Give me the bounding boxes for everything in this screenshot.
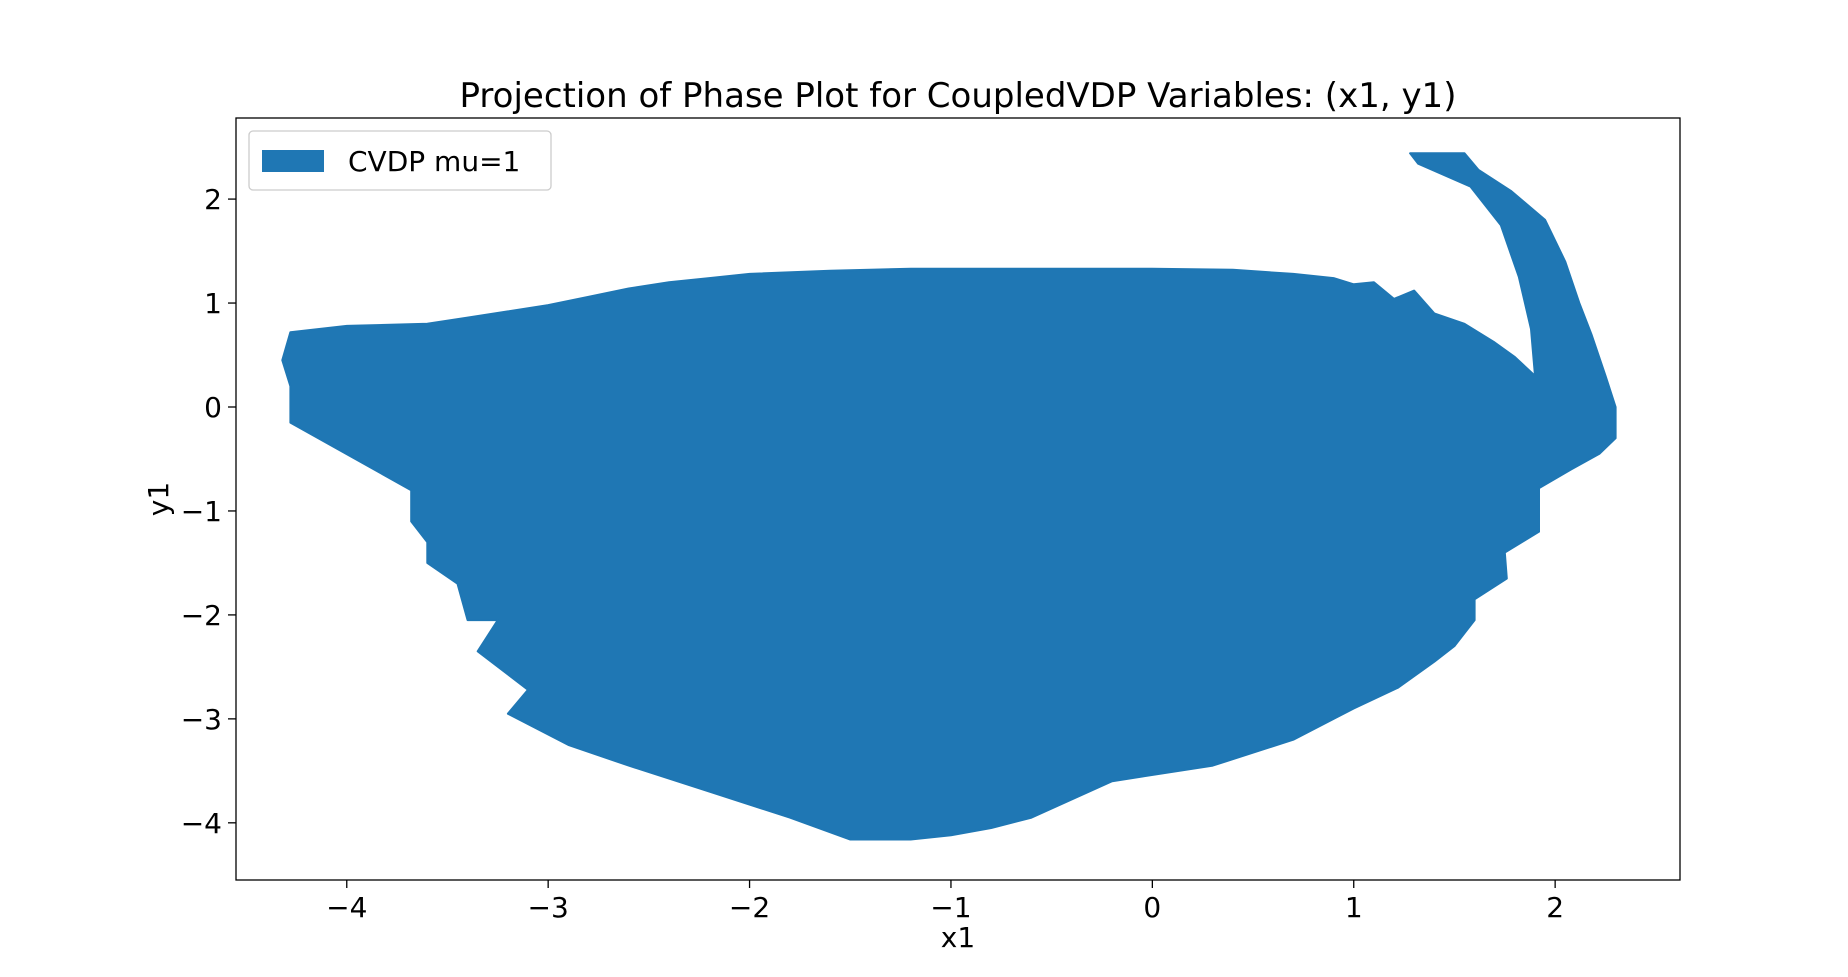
x-axis-ticks: −4 −3 −2 −1 0 1 2	[326, 880, 1564, 924]
y-tick-label: 1	[204, 287, 222, 320]
x-tick-label: 2	[1546, 891, 1564, 924]
y-tick-label: −4	[181, 807, 222, 840]
x-tick-label: −1	[930, 891, 971, 924]
y-axis-label: y1	[142, 482, 175, 516]
x-axis-label: x1	[941, 921, 975, 954]
y-tick-label: −1	[181, 495, 222, 528]
x-tick-label: −2	[729, 891, 770, 924]
x-tick-label: 0	[1143, 891, 1161, 924]
series-area-0	[281, 152, 1617, 841]
x-tick-label: 1	[1345, 891, 1363, 924]
y-tick-label: −2	[181, 599, 222, 632]
plot-frame	[235, 117, 1681, 881]
x-tick-label: −4	[326, 891, 367, 924]
legend-box	[248, 130, 552, 191]
x-tick-label: −3	[528, 891, 569, 924]
y-axis-ticks: −4 −3 −2 −1 0 1 2	[181, 183, 236, 840]
legend-label: CVDP mu=1	[348, 145, 520, 178]
y-tick-label: 2	[204, 183, 222, 216]
legend-swatch	[262, 150, 324, 172]
chart-title: Projection of Phase Plot for CoupledVDP …	[460, 76, 1457, 116]
y-tick-label: −3	[181, 703, 222, 736]
series-layer	[281, 152, 1617, 841]
y-tick-label: 0	[204, 391, 222, 424]
legend: CVDP mu=1	[248, 130, 552, 191]
